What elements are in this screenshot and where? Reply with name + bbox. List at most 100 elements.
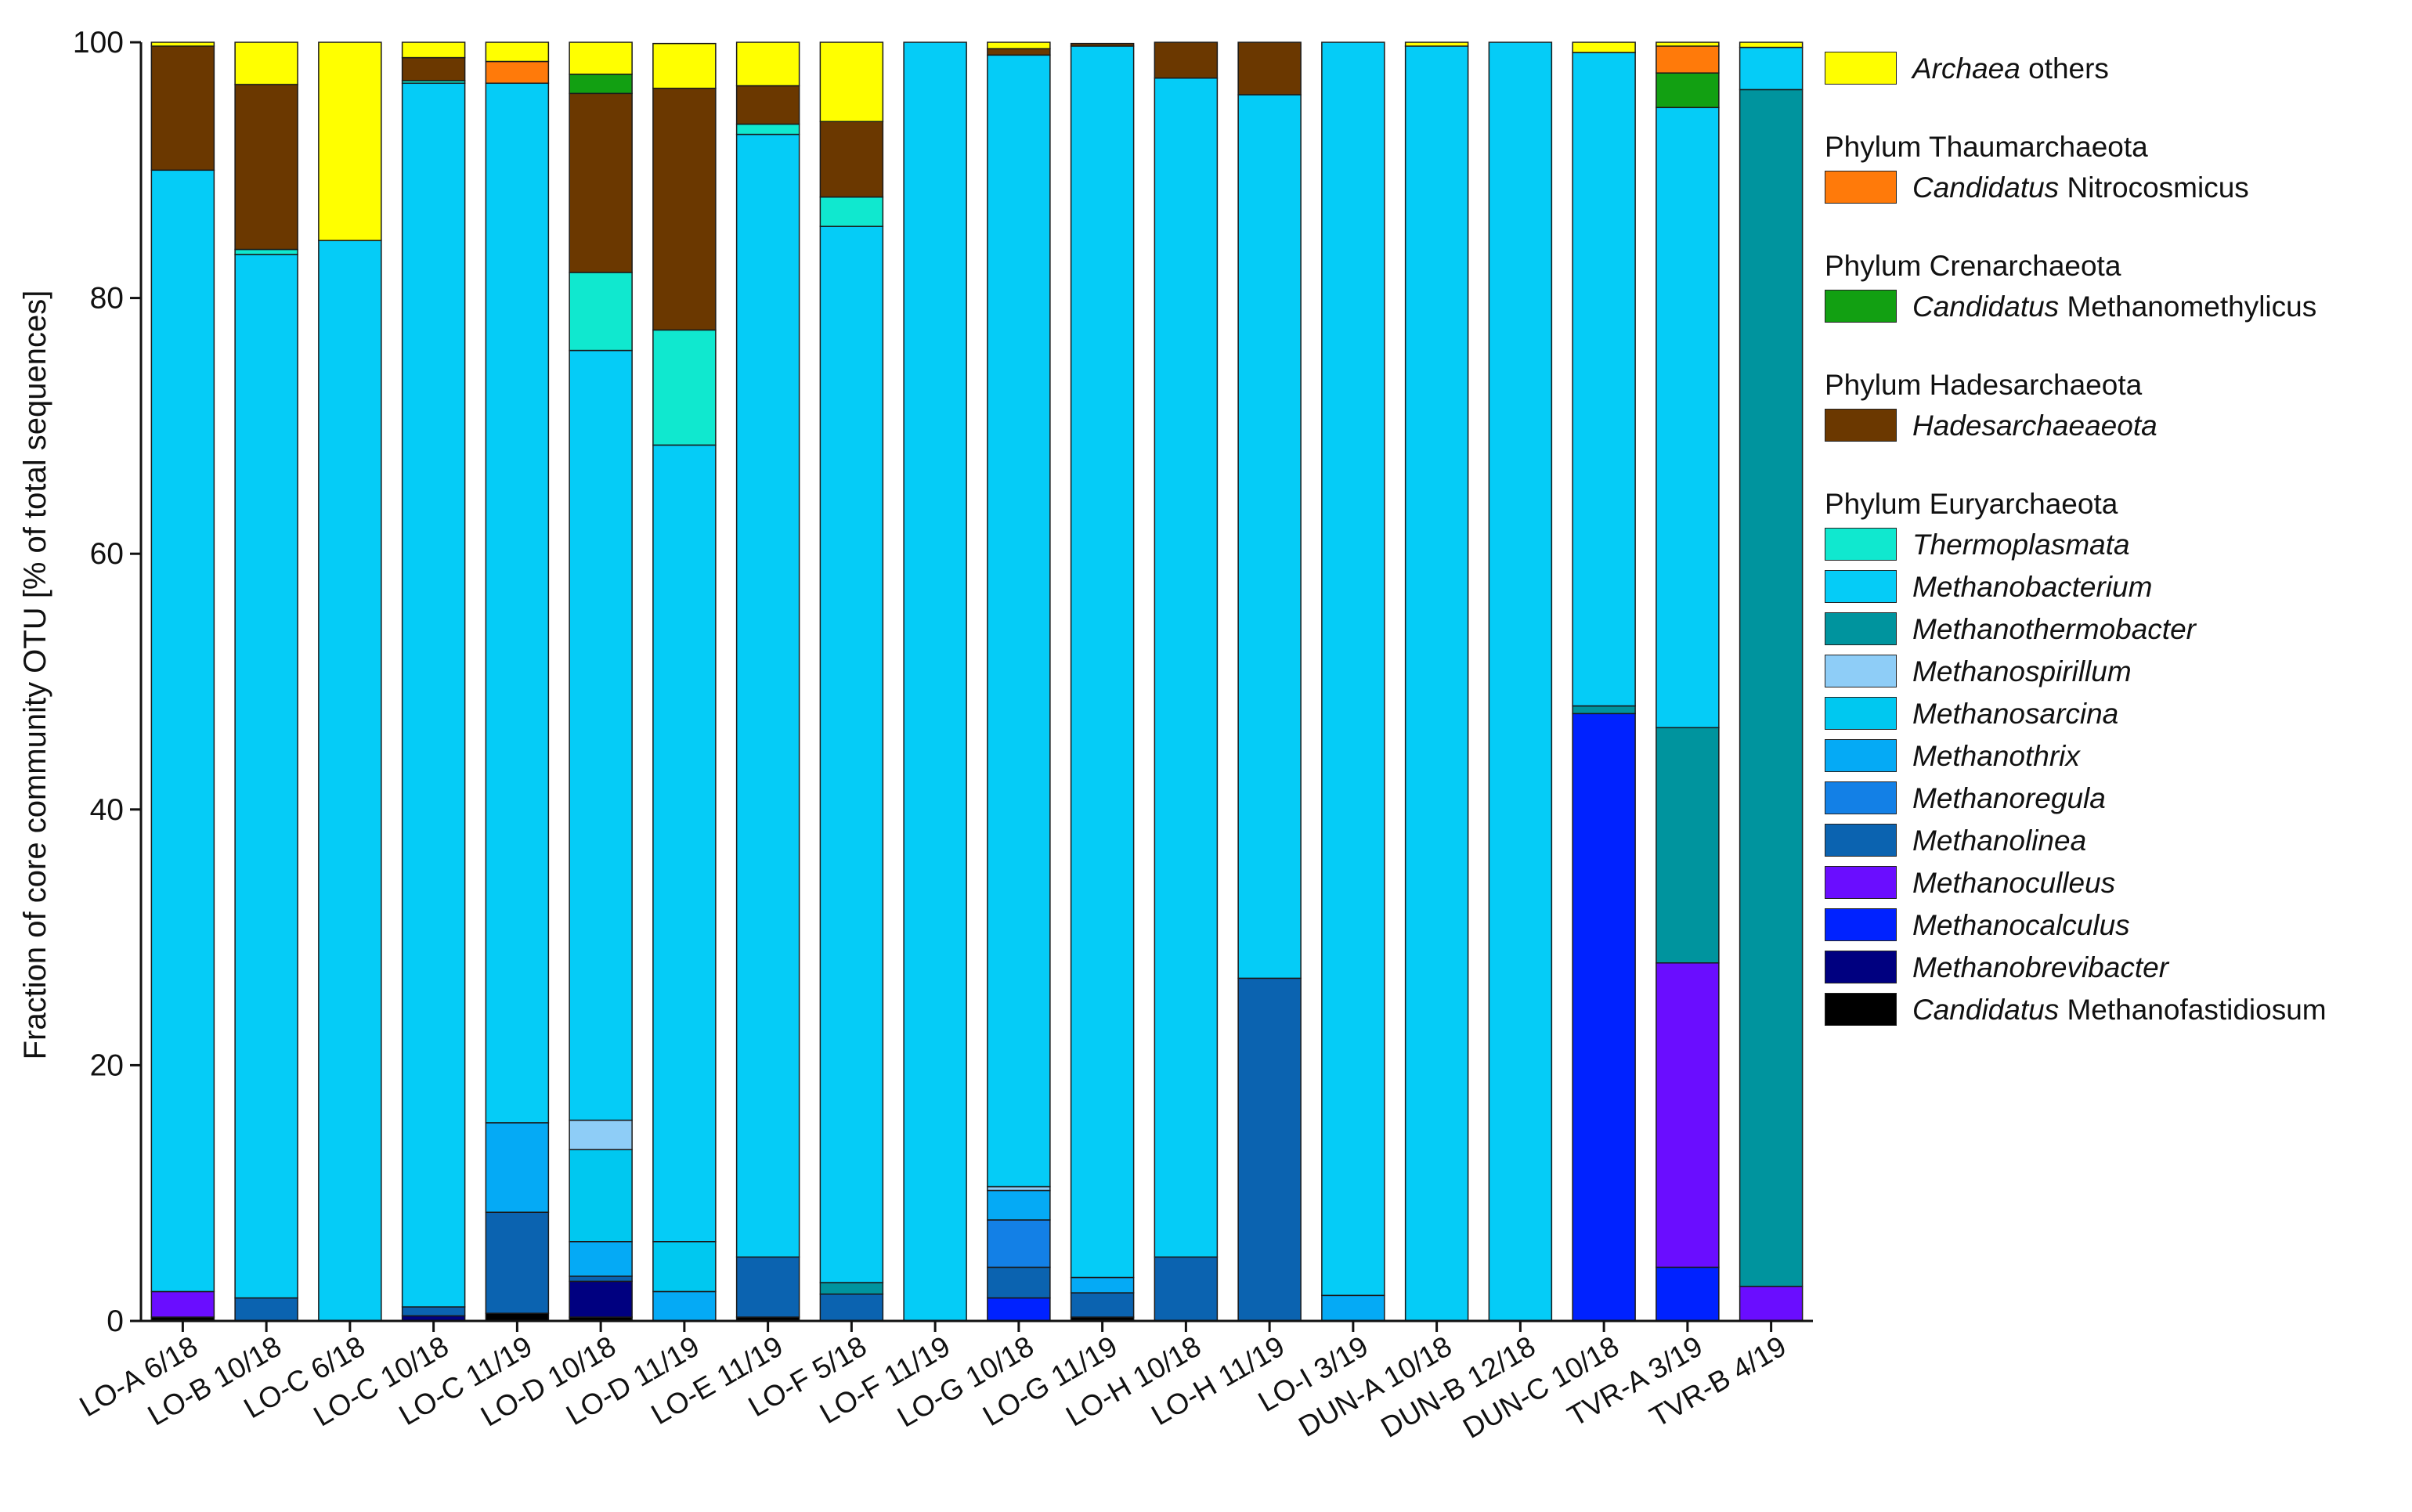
bar-segment <box>652 1290 717 1322</box>
y-tick-label: 40 <box>90 793 124 827</box>
bar-segment <box>150 45 215 171</box>
legend-item: Candidatus Methanomethylicus <box>1825 287 2404 329</box>
legend-phylum-heading: Phylum Hadesarchaeota <box>1825 369 2143 401</box>
legend-swatch <box>1825 951 1897 983</box>
bar-segment <box>401 41 466 59</box>
bar-segment <box>1656 962 1720 1268</box>
bar-segment <box>569 1276 633 1283</box>
bar-segment <box>987 54 1051 1188</box>
legend-swatch <box>1825 528 1897 561</box>
y-tick-label: 0 <box>107 1305 124 1338</box>
legend-label: Candidatus Methanofastidiosum <box>1912 994 2327 1026</box>
bar-segment <box>485 41 550 63</box>
bar-segment <box>1656 106 1720 729</box>
legend-label: Archaea others <box>1912 52 2109 85</box>
bar-segment <box>652 42 717 89</box>
legend-phylum-heading: Phylum Euryarchaeota <box>1825 488 2118 520</box>
bar-segment <box>652 88 717 331</box>
legend-item: Methanobrevibacter <box>1825 947 2404 990</box>
legend-swatch <box>1825 824 1897 857</box>
legend-item: Methanosarcina <box>1825 694 2404 736</box>
legend-label: Methanothrix <box>1912 740 2080 772</box>
legend-label: Methanobacterium <box>1912 571 2153 603</box>
legend-item: Methanoregula <box>1825 778 2404 821</box>
bar-segment <box>1739 46 1804 91</box>
legend-gap <box>1825 210 2404 246</box>
bar-segment <box>569 92 633 273</box>
bar-segment <box>569 74 633 95</box>
bar-segment <box>1154 1256 1219 1322</box>
legend-gap <box>1825 91 2404 127</box>
bar-segment <box>1656 41 1720 47</box>
bar-segment <box>401 56 466 81</box>
bar-segment <box>1404 45 1469 1322</box>
bar-segment <box>569 1149 633 1243</box>
bar-segment <box>150 1290 215 1318</box>
bar-segment <box>903 41 967 1322</box>
legend-item: Candidatus Nitrocosmicus <box>1825 168 2404 210</box>
legend-gap <box>1825 448 2404 484</box>
bar-segment <box>735 123 800 135</box>
bar-segment <box>1237 977 1302 1322</box>
y-tick-label: 20 <box>90 1048 124 1082</box>
legend-swatch <box>1825 409 1897 442</box>
legend-item: Archaea others <box>1825 49 2404 91</box>
legend: Archaea others Phylum Thaumarchaeota Candi… <box>1825 49 2404 1032</box>
bar-segment <box>1572 713 1636 1322</box>
legend-swatch <box>1825 570 1897 603</box>
legend-swatch <box>1825 697 1897 730</box>
bar-segment <box>652 329 717 446</box>
legend-item: Methanocalculus <box>1825 905 2404 947</box>
bar-segment <box>1237 94 1302 980</box>
legend-label: Methanolinea <box>1912 825 2087 857</box>
bar-segment <box>735 1256 800 1318</box>
legend-item: Thermoplasmata <box>1825 525 2404 567</box>
bar-segment <box>1656 72 1720 109</box>
bar-segment <box>569 41 633 75</box>
bar-segment <box>485 60 550 85</box>
bar-segment <box>1572 41 1636 53</box>
bar-segment <box>234 254 298 1299</box>
bar-segment <box>1572 52 1636 707</box>
bar-segment <box>819 41 884 122</box>
bar-segment <box>819 196 884 227</box>
legend-phylum-heading: Phylum Crenarchaeota <box>1825 250 2121 282</box>
bar-segment <box>1321 41 1385 1297</box>
legend-swatch <box>1825 612 1897 645</box>
bar-segment <box>401 82 466 1308</box>
legend-swatch <box>1825 739 1897 772</box>
legend-label: Methanoculleus <box>1912 867 2116 899</box>
bar-segment <box>1070 45 1135 1279</box>
legend-swatch <box>1825 52 1897 85</box>
bar-segment <box>735 133 800 1258</box>
bar-segment <box>1070 1276 1135 1294</box>
legend-item: Methanoculleus <box>1825 863 2404 905</box>
bars-layer <box>150 41 1804 1322</box>
bar-segment <box>987 41 1051 49</box>
bar-segment <box>1070 42 1135 47</box>
bar-segment <box>318 240 382 1322</box>
bar-segment <box>652 1241 717 1293</box>
bar-segment <box>652 444 717 1243</box>
legend-item: Candidatus Methanofastidiosum <box>1825 990 2404 1032</box>
bar-segment <box>569 1280 633 1318</box>
bar-segment <box>819 121 884 198</box>
y-tick-label: 60 <box>90 537 124 571</box>
bar-segment <box>987 1266 1051 1299</box>
legend-swatch <box>1825 993 1897 1026</box>
bar-segment <box>987 1219 1051 1268</box>
legend-label: Methanoregula <box>1912 782 2106 814</box>
legend-label: Methanosarcina <box>1912 698 2119 730</box>
y-tick-label: 80 <box>90 282 124 316</box>
bar-segment <box>485 82 550 1124</box>
legend-label: Methanospirillum <box>1912 655 2132 687</box>
legend-label: Thermoplasmata <box>1912 529 2130 561</box>
bar-segment <box>1154 77 1219 1258</box>
bar-segment <box>819 1282 884 1295</box>
bar-segment <box>150 169 215 1293</box>
legend-label: Candidatus Methanomethylicus <box>1912 290 2317 323</box>
bar-segment <box>234 248 298 255</box>
legend-item: Methanothrix <box>1825 736 2404 778</box>
bar-segment <box>1656 727 1720 964</box>
